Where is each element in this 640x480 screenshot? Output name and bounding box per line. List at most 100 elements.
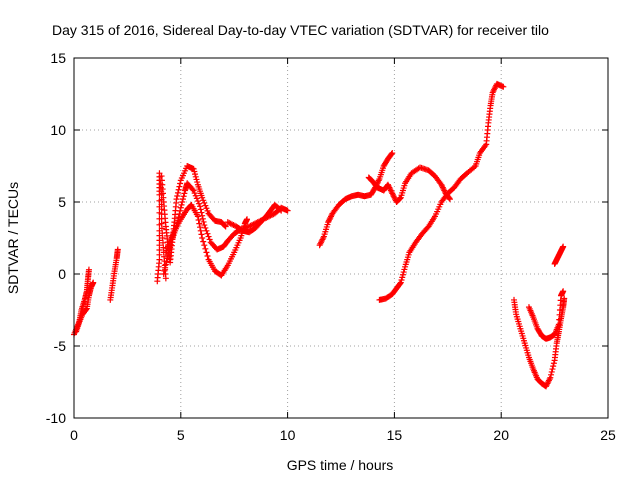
data-point <box>193 195 200 202</box>
data-point <box>201 242 208 249</box>
data-point <box>560 288 567 295</box>
data-point <box>200 197 207 204</box>
data-point <box>177 207 184 214</box>
y-tick-label: 0 <box>58 266 66 282</box>
data-point <box>205 233 212 240</box>
data-point <box>550 360 557 367</box>
series-segment-s09 <box>316 150 396 249</box>
data-point <box>203 227 210 234</box>
x-axis-label: GPS time / hours <box>287 457 394 473</box>
series-segment-s04 <box>154 170 169 285</box>
data-point <box>201 222 208 229</box>
data-point <box>547 374 554 381</box>
x-tick-label: 5 <box>177 427 185 443</box>
data-point <box>203 249 210 256</box>
data-point <box>202 202 209 209</box>
plot-frame <box>73 57 609 419</box>
data-point <box>90 279 97 286</box>
data-point <box>176 183 183 190</box>
chart-title: Day 315 of 2016, Sidereal Day-to-day VTE… <box>52 22 549 38</box>
data-point <box>161 267 168 274</box>
data-point <box>192 192 199 199</box>
data-point <box>221 222 228 229</box>
series-segment-s07 <box>162 201 251 279</box>
data-point <box>195 200 202 207</box>
data-point <box>190 165 197 172</box>
data-point <box>194 213 201 220</box>
x-tick-label: 20 <box>493 427 509 443</box>
data-point <box>397 279 404 286</box>
data-point <box>174 189 181 196</box>
data-point <box>173 196 180 203</box>
data-point <box>192 173 199 180</box>
data-point <box>199 235 206 241</box>
data-point <box>204 207 211 214</box>
data-point <box>200 218 207 225</box>
data-point <box>178 201 185 208</box>
y-tick-label: -10 <box>46 410 66 426</box>
data-point <box>284 207 291 214</box>
data-point <box>191 190 198 197</box>
data-point <box>162 261 169 268</box>
series-segment-s03 <box>107 246 121 303</box>
data-point <box>398 277 405 283</box>
series-segment-s11 <box>376 80 507 303</box>
x-tick-label: 15 <box>387 427 403 443</box>
data-point <box>179 196 186 203</box>
data-point <box>388 151 395 157</box>
data-point <box>500 83 507 90</box>
data-point <box>177 180 184 187</box>
data-point <box>162 264 169 271</box>
data-point <box>175 186 182 193</box>
data-point <box>192 171 199 178</box>
series-segment-s10 <box>365 164 453 205</box>
data-point <box>201 199 208 206</box>
data-point <box>114 246 121 253</box>
data-point <box>199 215 206 222</box>
series-segment-s02 <box>73 266 92 335</box>
data-point <box>164 255 171 262</box>
data-point <box>400 269 407 276</box>
data-point <box>278 207 285 214</box>
data-point <box>399 271 406 278</box>
data-point <box>199 194 206 201</box>
y-tick-label: 5 <box>58 194 66 210</box>
data-point <box>198 209 205 216</box>
x-tick-label: 0 <box>70 427 78 443</box>
y-tick-label: -5 <box>54 338 67 354</box>
series-segment-s08 <box>224 201 285 236</box>
data-point <box>197 203 204 210</box>
data-point <box>160 271 167 277</box>
data-point <box>195 217 202 223</box>
data-point <box>177 204 184 211</box>
x-tick-label: 10 <box>280 427 296 443</box>
data-point <box>560 243 567 250</box>
data-point <box>401 266 408 273</box>
data-point <box>200 238 207 245</box>
data-point <box>189 186 196 193</box>
data-point <box>196 220 203 227</box>
data-point <box>162 275 169 282</box>
data-point <box>197 206 204 213</box>
data-point <box>202 245 209 252</box>
data-point <box>446 196 453 203</box>
data-point <box>181 190 188 197</box>
data-point <box>197 224 204 231</box>
data-point <box>197 227 204 234</box>
data-point <box>85 266 92 273</box>
data-point <box>198 231 205 238</box>
data-point <box>204 253 211 259</box>
grid-lines <box>74 58 608 418</box>
data-point <box>199 212 206 219</box>
data-point <box>203 205 210 212</box>
series-segment-s13 <box>525 288 567 342</box>
data-point <box>193 176 200 183</box>
data-point <box>548 368 555 375</box>
data-points <box>71 80 568 390</box>
data-point <box>163 258 170 265</box>
data-point <box>548 371 555 378</box>
data-point <box>389 150 396 157</box>
data-point <box>206 236 213 243</box>
data-point <box>179 199 186 205</box>
